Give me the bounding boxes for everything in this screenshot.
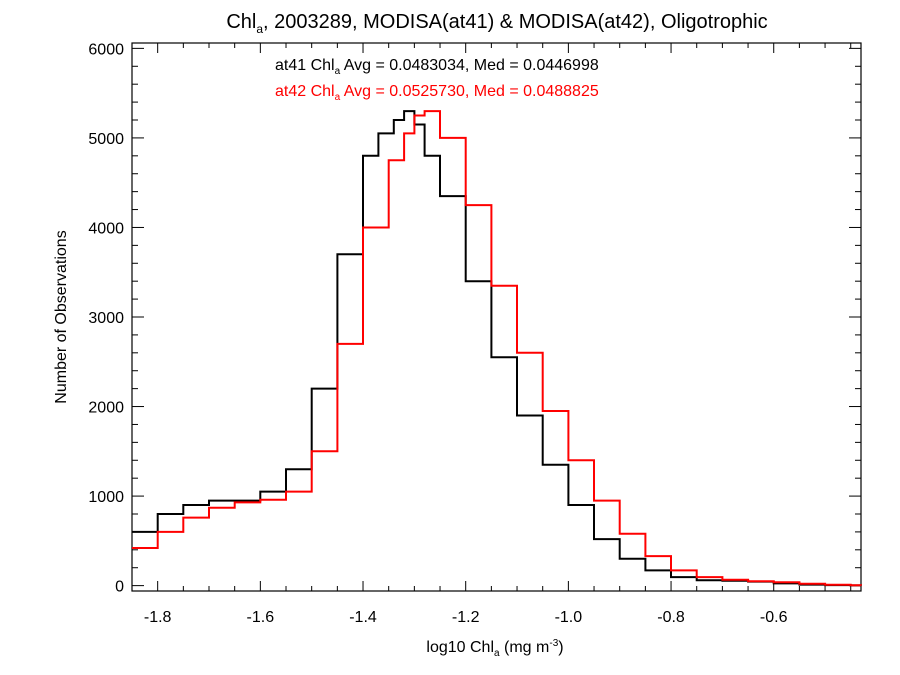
- x-tick-label: -1.2: [452, 609, 480, 626]
- x-tick-label: -1.4: [349, 609, 377, 626]
- x-tick-label: -1.8: [144, 609, 172, 626]
- y-axis-label: Number of Observations: [53, 230, 70, 403]
- x-tick-label: -1.6: [247, 609, 275, 626]
- y-tick-label: 5000: [88, 131, 124, 148]
- series-line-at41: [132, 110, 862, 587]
- chart-title: Chla, 2003289, MODISA(at41) & MODISA(at4…: [226, 11, 767, 36]
- x-axis-label: log10 Chla (mg m-3): [426, 638, 563, 659]
- y-tick-label: 4000: [88, 220, 124, 237]
- y-tick-label: 3000: [88, 310, 124, 327]
- x-tick-label: -0.8: [657, 609, 685, 626]
- x-tick-label: -1.0: [555, 609, 583, 626]
- y-tick-label: 6000: [88, 41, 124, 58]
- series-line-at42: [132, 110, 862, 587]
- y-tick-label: 1000: [88, 489, 124, 506]
- y-tick-label: 2000: [88, 400, 124, 417]
- x-tick-label: -0.6: [760, 609, 788, 626]
- y-tick-label: 0: [115, 579, 124, 596]
- y-axis-ticks: 0 1000 2000 3000 4000 5000 6000: [88, 41, 861, 596]
- plot-frame: [131, 42, 862, 592]
- series-stat-at42: at42 Chla Avg = 0.0525730, Med = 0.04888…: [275, 83, 599, 103]
- series-layer: [131, 110, 862, 587]
- series-stat-at41: at41 Chla Avg = 0.0483034, Med = 0.04469…: [275, 57, 599, 77]
